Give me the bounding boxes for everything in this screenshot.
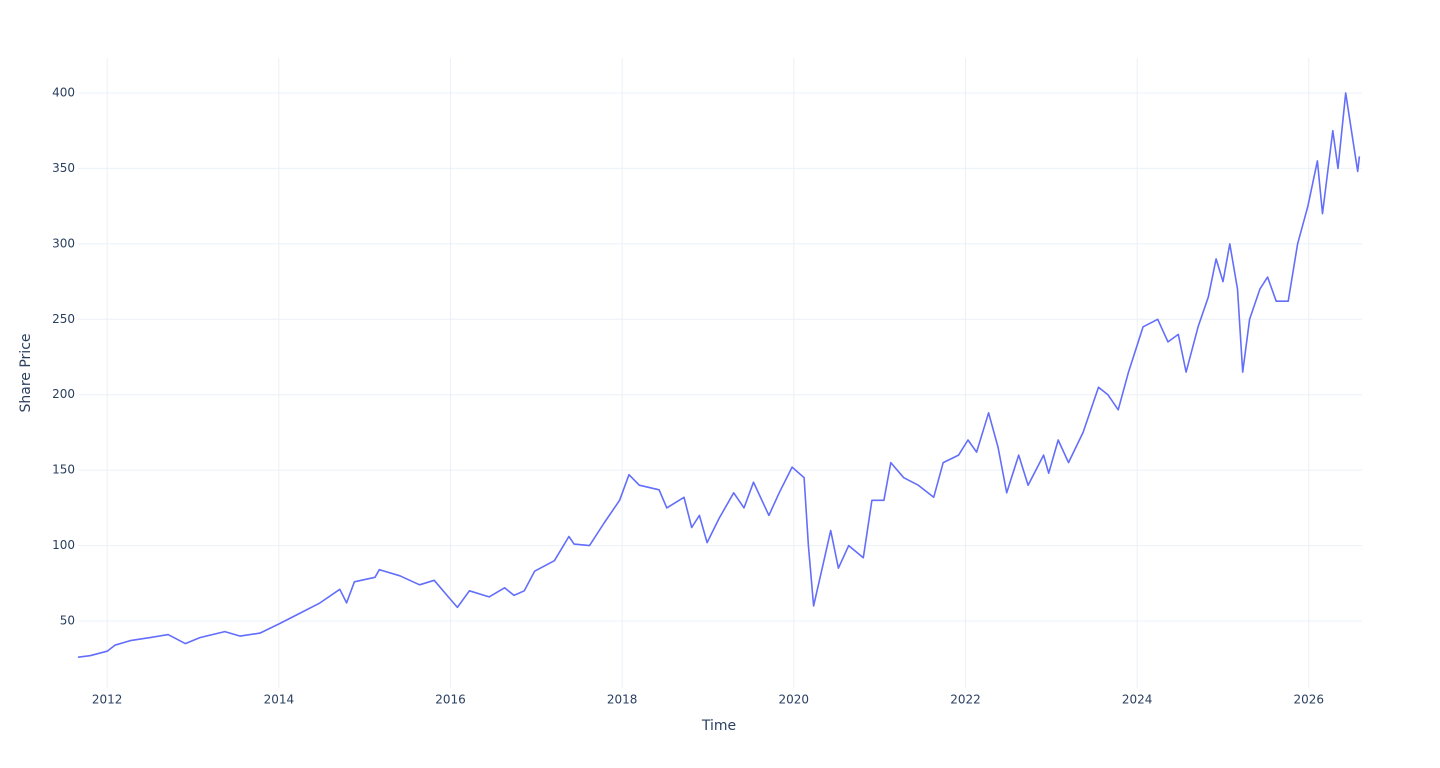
price-line — [77, 92, 1361, 658]
x-tick-label: 2020 — [779, 693, 810, 707]
y-tick-label: 200 — [52, 387, 75, 401]
x-axis-title: Time — [701, 718, 736, 734]
x-tick-label: 2014 — [264, 693, 295, 707]
x-tick-label: 2026 — [1294, 693, 1325, 707]
y-tick-label: 50 — [60, 614, 75, 628]
x-tick-label: 2024 — [1122, 693, 1153, 707]
y-tick-label: 250 — [52, 312, 75, 326]
x-tick-label: 2012 — [92, 693, 123, 707]
y-tick-label: 150 — [52, 463, 75, 477]
y-tick-label: 350 — [52, 161, 75, 175]
y-tick-label: 400 — [52, 86, 75, 100]
x-tick-label: 2018 — [607, 693, 638, 707]
x-tick-label: 2016 — [435, 693, 466, 707]
y-tick-label: 100 — [52, 538, 75, 552]
x-tick-label: 2022 — [950, 693, 981, 707]
y-axis-title: Share Price — [18, 333, 34, 412]
y-tick-label: 300 — [52, 236, 75, 250]
